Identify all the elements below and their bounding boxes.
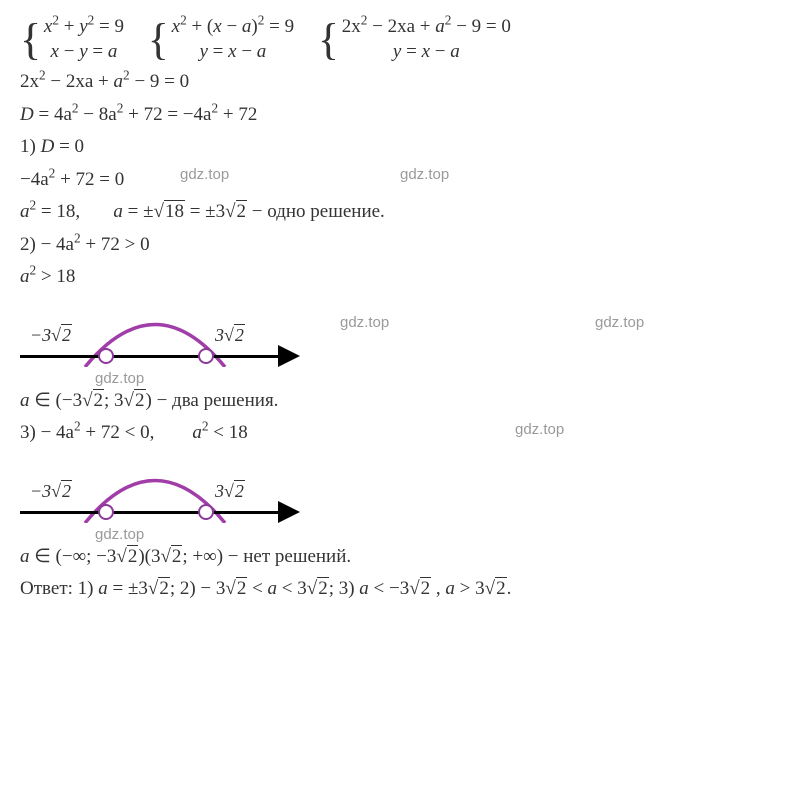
axis-label-left: −3√2 [30,322,72,349]
open-point-icon [98,504,114,520]
open-point-icon [98,348,114,364]
number-line-diagram-1: gdz.top gdz.top −3√2 3√2 gdz.top [20,300,320,385]
eq: y = x − a [342,40,511,65]
watermark: gdz.top [595,312,644,335]
answer-line: Ответ: 1) a = ±3√2; 2) − 3√2 < a < 3√2; … [20,575,765,604]
watermark: gdz.top [95,524,144,547]
open-point-icon [198,348,214,364]
number-line-diagram-2: −3√2 3√2 gdz.top [20,456,320,541]
axis-line [20,355,280,358]
case-3-result: a ∈ (−∞; −3√2)(3√2; +∞) − нет решений. [20,543,765,572]
case-2-result: a ∈ (−3√2; 3√2) − два решения. [20,387,765,416]
system-3: 2x2 − 2xa + a2 − 9 = 0 y = x − a [342,15,511,64]
watermark: gdz.top [340,312,389,335]
arrow-icon [278,501,300,523]
case-1-sol: a2 = 18, a = ±√18 = ±3√2 − одно решение. [20,198,765,227]
case-1-eq: −4a2 + 72 = 0 gdz.top gdz.top [20,166,765,195]
arrow-icon [278,345,300,367]
axis-label-left: −3√2 [30,478,72,505]
watermark: gdz.top [180,164,229,187]
eq: y = x − a [172,40,295,65]
watermark: gdz.top [515,419,564,442]
case-2: 2) − 4a2 + 72 > 0 [20,231,765,260]
axis-line [20,511,280,514]
case-1: 1) D = 0 [20,133,765,162]
system-2: x2 + (x − a)2 = 9 y = x − a [172,15,295,64]
line: 2x2 − 2xa + a2 − 9 = 0 [20,68,765,97]
eq: x − y = a [44,40,124,65]
open-point-icon [198,504,214,520]
eq: 2x2 − 2xa + a2 − 9 = 0 [342,15,511,40]
eq: x2 + y2 = 9 [44,15,124,40]
watermark: gdz.top [400,164,449,187]
systems-row: { x2 + y2 = 9 x − y = a { x2 + (x − a)2 … [20,15,765,64]
brace-icon: { [318,18,339,62]
system-1: x2 + y2 = 9 x − y = a [44,15,124,64]
line: D = 4a2 − 8a2 + 72 = −4a2 + 72 [20,101,765,130]
brace-icon: { [20,18,41,62]
case-3: 3) − 4a2 + 72 < 0, a2 < 18 gdz.top [20,419,765,448]
brace-icon: { [148,18,169,62]
case-2-eq: a2 > 18 [20,263,765,292]
watermark: gdz.top [95,368,144,391]
eq: x2 + (x − a)2 = 9 [172,15,295,40]
